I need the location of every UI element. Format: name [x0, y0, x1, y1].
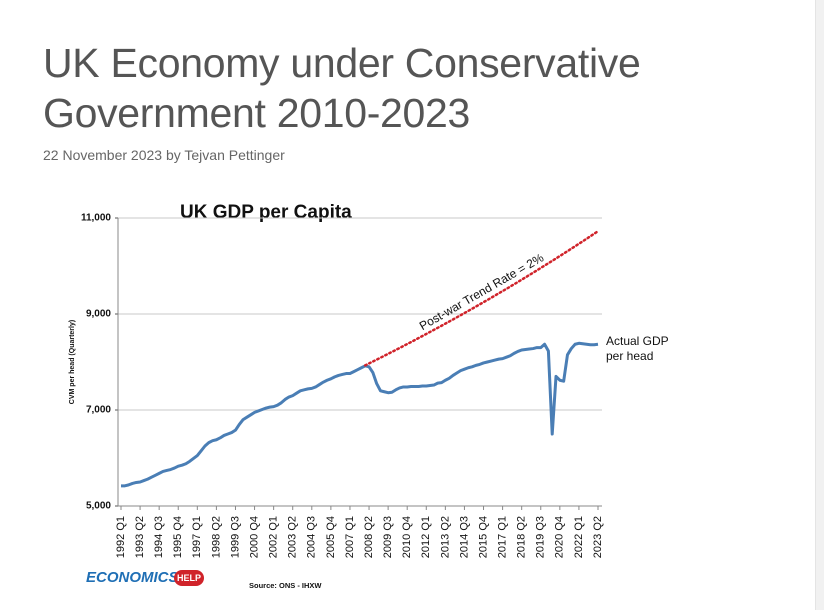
logo-badge-text: HELP	[177, 573, 201, 583]
series-label: Actual GDP per head	[606, 334, 669, 364]
x-tick-label: 1997 Q1	[191, 516, 203, 558]
x-tick-label: 2010 Q4	[401, 516, 413, 558]
x-tick-label: 2023 Q2	[592, 516, 604, 558]
x-tick-label: 2004 Q3	[306, 516, 318, 558]
source: Source: ONS - IHXW	[249, 581, 322, 590]
series-label-box: Actual GDP per head	[606, 334, 669, 364]
x-tick-label: 2002 Q1	[268, 516, 280, 558]
x-tick-label: 1995 Q4	[172, 516, 184, 558]
article-title: UK Economy under Conservative Government…	[43, 40, 641, 136]
y-tick-label: 7,000	[86, 405, 111, 416]
y-tick-label: 5,000	[86, 501, 111, 512]
logo-text: ECONOMICS	[86, 569, 179, 586]
x-tick-label: 2020 Q4	[554, 516, 566, 558]
chart-title: UK GDP per Capita	[180, 202, 352, 223]
x-tick-label: 1992 Q1	[115, 516, 127, 558]
x-tick-label: 2017 Q1	[497, 516, 509, 558]
x-tick-label: 1998 Q2	[210, 516, 222, 558]
x-tick-label: 2014 Q3	[458, 516, 470, 558]
x-tick-label: 1993 Q2	[134, 516, 146, 558]
x-tick-label: 1994 Q3	[153, 516, 165, 558]
scrollbar	[815, 0, 824, 610]
x-tick-label: 1999 Q3	[229, 516, 241, 558]
data-line	[121, 341, 599, 488]
trend-line	[363, 229, 600, 367]
x-tick-label: 2013 Q2	[439, 516, 451, 558]
x-tick-label: 2022 Q1	[573, 516, 585, 558]
y-tick-label: 11,000	[81, 213, 111, 224]
logo-badge	[174, 570, 204, 586]
y-tick-label: 9,000	[86, 309, 111, 320]
x-tick-label: 2007 Q1	[344, 516, 356, 558]
x-tick-label: 2019 Q3	[535, 516, 547, 558]
byline: 22 November 2023 by Tejvan Pettinger	[43, 147, 285, 163]
x-tick-label: 2009 Q3	[382, 516, 394, 558]
x-tick-label: 2018 Q2	[516, 516, 528, 558]
y-axis-label: CVM per head (Quarterly)	[69, 320, 76, 404]
x-tick-label: 2008 Q2	[363, 516, 375, 558]
x-tick-label: 2012 Q1	[420, 516, 432, 558]
x-tick-label: 2015 Q4	[477, 516, 489, 558]
x-tick-label: 2005 Q4	[325, 516, 337, 558]
x-tick-label: 2000 Q4	[248, 516, 260, 558]
chart-background	[62, 196, 675, 604]
x-tick-label: 2003 Q2	[287, 516, 299, 558]
